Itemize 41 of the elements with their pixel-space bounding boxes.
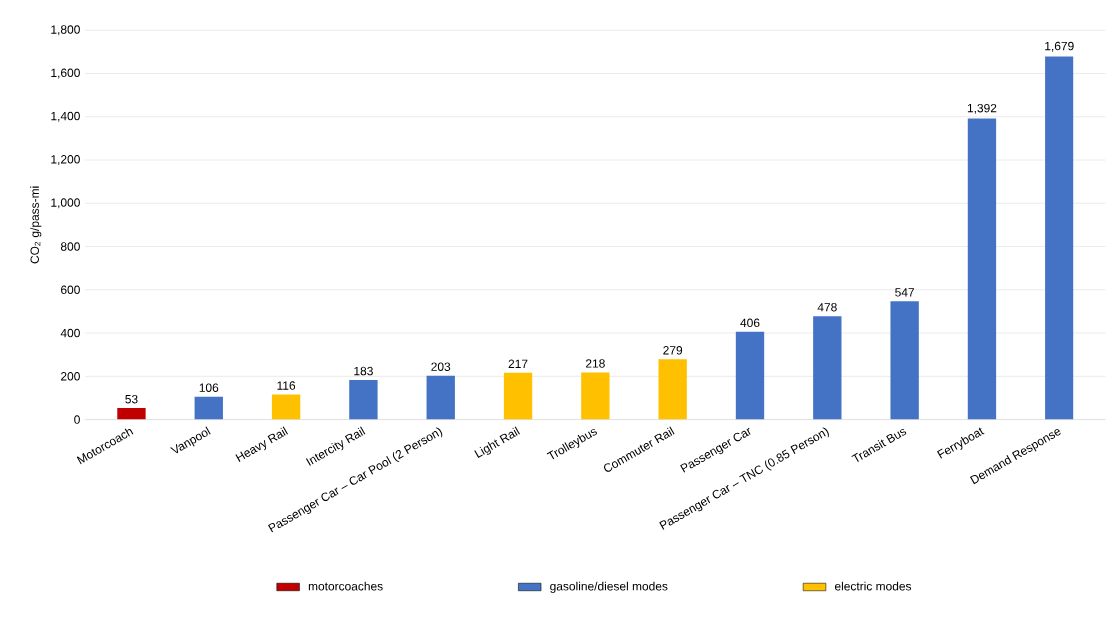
data-label: 183 [354, 366, 373, 376]
data-label: 116 [277, 381, 296, 390]
bar [117, 408, 146, 420]
bar [1045, 56, 1074, 420]
legend-label: motorcoaches [308, 581, 383, 591]
data-label: 217 [508, 359, 528, 369]
bar [813, 316, 842, 420]
bar [194, 396, 223, 420]
data-label: 53 [125, 395, 138, 404]
data-label: 279 [663, 346, 683, 355]
bar [503, 372, 533, 420]
bar [581, 372, 610, 420]
legend-label: electric modes [834, 581, 912, 591]
x-tick-label: Light Rail [474, 426, 520, 459]
y-tick-label: 400 [60, 328, 80, 338]
y-tick-label: 200 [61, 372, 80, 381]
bar [271, 394, 301, 420]
legend-label: gasoline/diesel modes [550, 581, 668, 593]
y-tick-label: 1,600 [51, 68, 80, 79]
y-tick-label: 800 [60, 242, 80, 251]
y-axis-title: CO$_{2}$ g/pass-mi [30, 186, 42, 264]
data-label: 406 [740, 318, 760, 328]
y-tick-label: 1,000 [51, 198, 80, 209]
data-label: 106 [199, 383, 219, 393]
bar [658, 359, 687, 420]
bar [426, 375, 455, 420]
y-tick-label: 600 [61, 285, 80, 295]
y-tick-label: 1,400 [51, 111, 80, 122]
bar [735, 331, 765, 420]
y-tick-label: 1,200 [51, 155, 80, 166]
data-label: 1,679 [1045, 41, 1074, 52]
data-label: 1,392 [967, 104, 997, 114]
bar [349, 380, 378, 420]
data-label: 203 [431, 362, 451, 372]
data-label: 547 [895, 288, 914, 297]
bar [967, 118, 997, 420]
data-label: 218 [585, 359, 605, 368]
bar [890, 301, 919, 420]
y-tick-label: 1,800 [51, 25, 80, 36]
y-tick-label: 0 [74, 415, 80, 424]
data-label: 478 [817, 303, 837, 312]
